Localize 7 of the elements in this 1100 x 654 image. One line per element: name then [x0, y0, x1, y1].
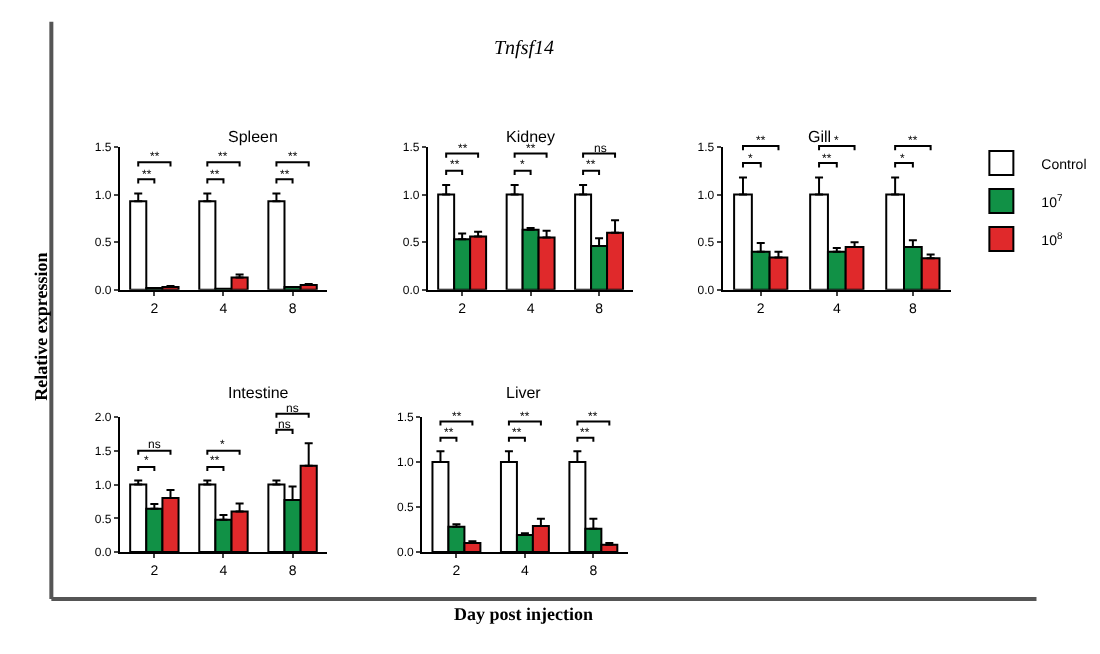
text: Relative expression — [30, 252, 51, 401]
text: Tnfsf14 — [494, 38, 555, 60]
chart-title: Intestine — [228, 384, 290, 402]
chart-title: Spleen — [228, 128, 278, 146]
chart-title: Liver — [506, 384, 542, 402]
text: Day post injection — [454, 604, 593, 624]
chart-title: Gill — [808, 128, 832, 146]
